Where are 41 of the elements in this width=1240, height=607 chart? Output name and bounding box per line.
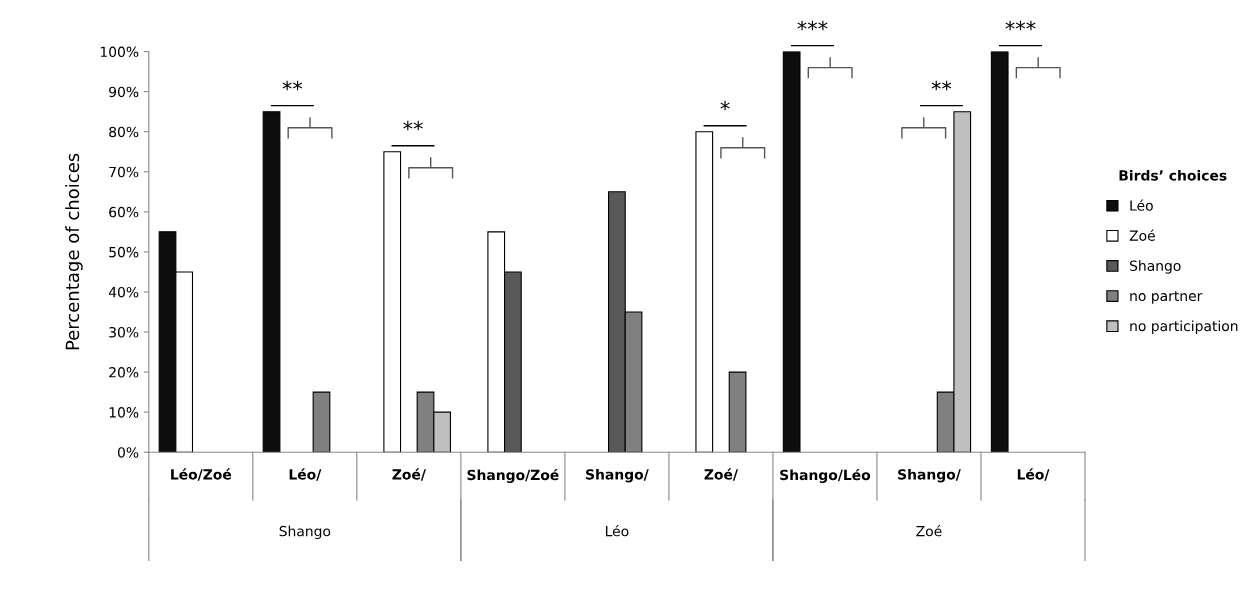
x-tick-label: Léo/ [289,468,322,481]
y-tick-label: 10% [109,407,139,418]
x-tick-label: Léo/Zoé [171,468,232,481]
bar [262,111,281,453]
legend-label: Zoé [1129,229,1155,241]
text: Léo [605,525,629,537]
bar [782,51,801,453]
annotation: ** [403,120,423,131]
y-tick-label: 40% [108,286,139,298]
y-axis-title: Percentage of choices [65,153,83,350]
legend-title: Birds’ choices [1119,169,1227,181]
x-tick-label: Shango/Zoé [467,468,559,483]
text: Shango [279,525,331,540]
x-tick-label: Shango/Léo [780,468,871,483]
annotation: ** [931,80,952,91]
y-tick-label: 50% [109,246,139,258]
x-tick-label: Léo/ [1017,468,1050,481]
y-tick-label: 90% [109,86,139,98]
y-tick-label: 100% [100,46,139,58]
y-tick-label: 70% [109,166,139,178]
bar [990,51,1009,453]
x-tick-label: Zoé/ [704,468,738,481]
text: Zoé [916,525,942,537]
annotation: ** [282,80,303,91]
text: *** [797,20,828,31]
y-tick-label: 0% [117,447,139,458]
bar [695,131,714,453]
y-tick-label: 30% [109,327,139,338]
legend-label: Shango [1130,260,1181,274]
x-tick-label: Shango/ [898,468,961,483]
x-tick-label: Zoé/ [392,468,426,481]
x-tick-label: Shango/ [586,468,649,483]
legend-label: no partner [1130,291,1203,304]
text: *** [1005,20,1036,31]
bar [383,151,402,453]
y-tick-label: 80% [109,126,139,138]
legend-label: Léo [1130,199,1153,211]
y-tick-label: 20% [109,367,139,378]
y-tick-label: 60% [109,206,139,218]
legend-label: no participation [1130,320,1238,334]
annotation: * [720,100,730,111]
